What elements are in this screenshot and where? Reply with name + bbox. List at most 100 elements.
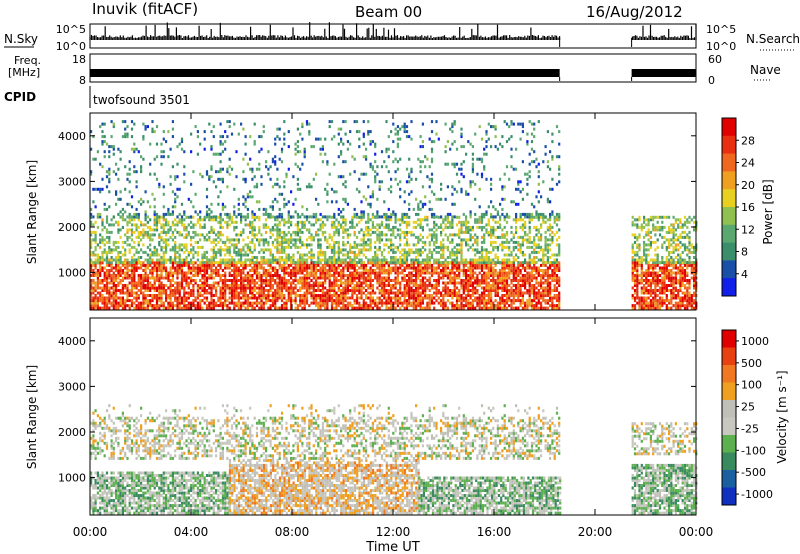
echo-cell (137, 276, 140, 280)
echo-cell (144, 299, 147, 303)
echo-cell (255, 281, 259, 285)
echo-cell (244, 218, 247, 222)
echo-cell (203, 218, 206, 222)
echo-cell (180, 223, 184, 227)
echo-cell (219, 218, 222, 222)
echo-cell (358, 271, 361, 275)
echo-cell (280, 266, 284, 270)
echo-cell (240, 289, 243, 292)
echo-cell (428, 271, 431, 275)
echo-cell (469, 301, 472, 305)
echo-cell (271, 233, 274, 237)
echo-cell (558, 263, 561, 267)
echo-cell (215, 250, 218, 254)
echo-cell (394, 263, 397, 267)
echo-cell (471, 274, 474, 277)
echo-cell (480, 261, 484, 264)
echo-cell (285, 269, 288, 272)
echo-cell (112, 122, 115, 126)
echo-cell (94, 233, 97, 237)
echo-cell (446, 271, 449, 275)
echo-cell (337, 294, 340, 297)
echo-cell (351, 215, 354, 219)
echo-cell (115, 248, 118, 252)
echo-cell (99, 291, 102, 295)
echo-cell (355, 294, 359, 297)
echo-cell (178, 271, 181, 275)
echo-cell (112, 276, 115, 280)
echo-cell (94, 289, 97, 292)
echo-cell (90, 279, 93, 282)
echo-cell (433, 266, 436, 270)
echo-cell (437, 245, 440, 249)
echo-cell (315, 230, 318, 234)
echo-cell (283, 233, 286, 237)
echo-cell (226, 215, 229, 219)
echo-cell (228, 218, 231, 222)
echo-cell (142, 281, 145, 285)
echo-cell (133, 223, 136, 227)
echo-cell (267, 299, 270, 303)
echo-cell (317, 281, 320, 285)
echo-cell (426, 279, 429, 282)
echo-cell (435, 294, 438, 297)
echo-cell (158, 220, 161, 224)
echo-cell (403, 230, 406, 234)
echo-cell (387, 301, 390, 305)
echo-cell (224, 243, 227, 247)
echo-cell (415, 301, 418, 305)
echo-cell (146, 220, 149, 224)
echo-cell (112, 284, 115, 287)
echo-cell (260, 274, 263, 277)
echo-cell (540, 269, 543, 272)
echo-cell (130, 238, 134, 242)
echo-cell (417, 304, 420, 308)
echo-cell (512, 248, 515, 252)
echo-cell (176, 245, 179, 249)
echo-cell (399, 291, 402, 295)
freq-label-line1: Freq. (14, 54, 41, 67)
echo-cell (462, 281, 465, 285)
echo-cell (237, 238, 240, 242)
echo-cell (471, 281, 474, 285)
echo-cell (92, 157, 95, 161)
echo-cell (240, 284, 243, 287)
echo-cell (92, 261, 95, 264)
echo-cell (410, 294, 413, 297)
echo-cell (103, 202, 106, 206)
echo-cell (155, 294, 159, 297)
echo-cell (499, 269, 502, 272)
echo-cell (371, 223, 374, 227)
echo-cell (342, 261, 345, 265)
echo-cell (299, 258, 302, 262)
echo-cell (117, 240, 120, 244)
echo-cell (324, 235, 327, 239)
echo-cell (190, 225, 193, 229)
echo-cell (451, 218, 454, 222)
echo-cell (276, 223, 279, 227)
echo-cell (240, 230, 243, 234)
echo-cell (417, 291, 420, 295)
echo-cell (101, 266, 104, 270)
echo-cell (117, 289, 120, 292)
echo-cell (485, 279, 488, 282)
echo-cell (269, 266, 272, 270)
echo-cell (310, 266, 313, 270)
echo-cell (199, 225, 202, 229)
echo-cell (271, 258, 274, 262)
echo-cell (410, 291, 413, 295)
echo-cell (505, 286, 509, 290)
echo-cell (328, 284, 331, 287)
echo-cell (194, 223, 197, 227)
echo-cell (260, 276, 263, 280)
echo-cell (155, 261, 159, 265)
echo-cell (505, 276, 509, 280)
echo-cell (435, 228, 438, 232)
echo-cell (512, 261, 515, 264)
echo-cell (105, 235, 109, 239)
echo-cell (319, 253, 322, 257)
echo-cell (408, 304, 411, 308)
echo-cell (369, 284, 372, 287)
echo-cell (112, 279, 115, 282)
echo-cell (121, 240, 124, 244)
